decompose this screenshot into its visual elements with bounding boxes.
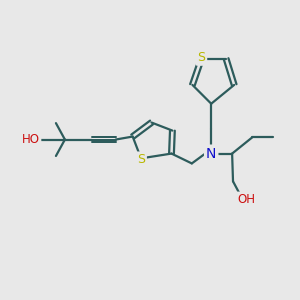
Text: S: S xyxy=(137,153,145,167)
Text: N: N xyxy=(206,147,216,160)
Text: OH: OH xyxy=(237,194,255,206)
Text: S: S xyxy=(197,51,206,64)
Text: HO: HO xyxy=(22,133,40,146)
